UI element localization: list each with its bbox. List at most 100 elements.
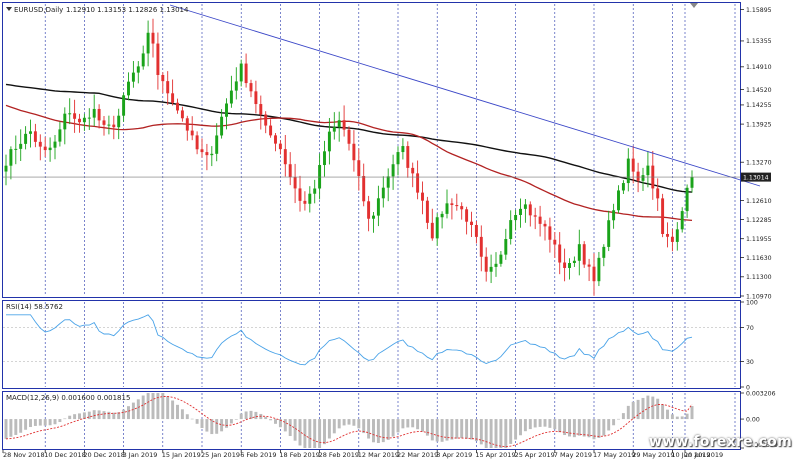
candle-body [626,158,630,184]
candle-body [357,160,361,177]
candle-body [229,90,233,104]
candle-body [514,214,518,221]
candle-body [87,117,91,119]
macd-histogram-bar [68,415,72,420]
candle-body [543,223,547,227]
macd-histogram-bar [572,419,576,438]
candle-body [504,239,508,255]
x-tick-label: 25 Jan 2019 [201,451,240,459]
y-tick-label: 1.12285 [746,217,772,224]
candle-body [621,183,625,191]
candle-body [656,188,660,199]
macd-histogram-bar [33,419,37,426]
macd-histogram-bar [288,419,292,437]
candle-body [396,152,400,165]
candle-body [82,117,86,123]
macd-histogram-bar [303,419,307,448]
candle-body [102,120,106,125]
candle-body [661,198,665,234]
macd-histogram-bar [587,419,591,438]
candle-body [278,143,282,150]
macd-histogram-bar [107,411,111,420]
macd-histogram-bar [680,416,684,420]
macd-histogram-bar [656,398,660,420]
candle-body [474,224,478,237]
x-tick-label: 22 Mar 2019 [397,451,438,459]
macd-histogram-bar [416,419,420,430]
dropdown-triangle-icon[interactable] [6,7,12,11]
x-tick-label: 12 Mar 2019 [358,451,399,459]
x-tick-label: 25 Apr 2019 [515,451,555,459]
y-tick-label: 1.13925 [746,121,772,128]
macd-histogram-bar [298,419,302,446]
candle-body [332,127,336,132]
macd-histogram-bar [617,418,620,420]
macd-histogram-bar [225,419,228,428]
candle-body [425,200,429,223]
candle-body [494,263,498,267]
macd-histogram-bar [112,412,116,420]
macd-signal-line [5,396,693,448]
candle-body [205,152,209,156]
y-tick-label: 1.14520 [746,87,772,94]
macd-histogram-bar [347,419,351,425]
candle-body [4,165,8,172]
y-tick-label: 1.10970 [746,293,772,300]
candle-body [372,215,375,219]
candle-body [391,164,395,177]
candle-body [298,188,302,201]
macd-histogram-bar [607,419,611,431]
macd-histogram-bar [24,419,28,430]
macd-histogram-bar [651,396,655,420]
candle-body [582,244,586,265]
macd-histogram-bar [63,418,67,420]
macd-histogram-bar [636,399,640,420]
macd-histogram-bar [362,419,366,434]
macd-histogram-bar [274,419,277,424]
y-tick-label: 1.15895 [746,7,772,14]
macd-histogram-bar [474,419,478,442]
rsi-panel-frame [2,300,741,389]
candle-body [450,203,454,206]
macd-histogram-bar [621,413,625,420]
macd-histogram-bar [180,409,184,420]
candle-body [528,204,532,216]
macd-histogram-bar [318,419,322,448]
macd-histogram-bar [479,419,483,445]
candle-body [259,104,263,115]
rsi-line [6,314,693,366]
macd-histogram-bar [543,419,547,427]
candle-body [151,32,155,44]
candle-body [136,66,140,73]
candle-body [29,131,32,134]
x-tick-label: 6 Feb 2019 [240,451,276,459]
rsi-y-tick-label: 100 [746,299,758,306]
x-tick-label: 10 Jun 2019 [671,451,710,459]
y-tick-label: 1.11955 [746,236,772,243]
macd-histogram-bar [127,406,130,420]
candle-body [597,257,601,282]
macd-histogram-bar [685,413,689,420]
candle-body [607,220,611,247]
candle-body [636,171,640,181]
candle-body [97,108,101,121]
candle-body [675,229,679,242]
macd-histogram-bar [151,393,155,420]
candle-body [141,53,145,67]
chart-shift-marker-icon[interactable] [690,3,698,8]
candle-body [670,236,674,242]
candle-body [386,176,390,188]
candle-body [107,124,111,126]
y-tick-label: 1.14255 [746,102,772,109]
candle-body [519,208,522,215]
candle-body [131,72,135,82]
macd-histogram-bar [367,419,371,439]
candle-body [117,115,121,128]
y-tick-label: 1.12610 [746,198,772,205]
candle-body [14,148,18,150]
x-tick-label: 3 Apr 2019 [436,451,472,459]
macd-histogram-bar [494,419,498,448]
macd-histogram-bar [122,409,126,420]
candle-body [19,143,23,149]
macd-histogram-bar [87,411,91,420]
